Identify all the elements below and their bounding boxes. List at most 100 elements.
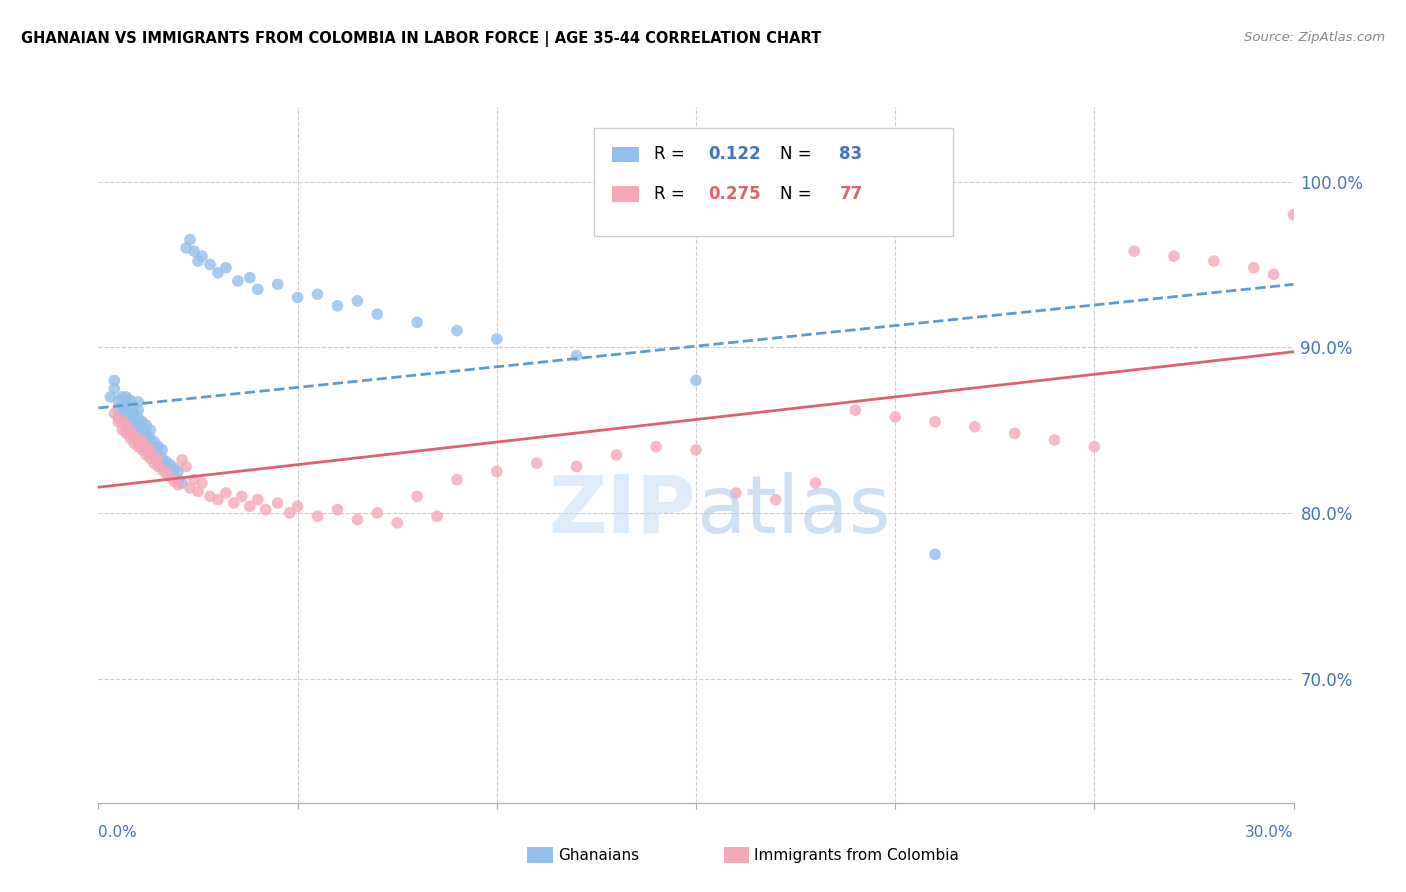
Point <box>163 461 186 475</box>
Point <box>150 463 173 477</box>
Point <box>172 476 194 491</box>
Point <box>127 419 149 434</box>
Bar <box>613 186 638 202</box>
Point <box>120 423 142 437</box>
Point <box>174 459 197 474</box>
Text: GHANAIAN VS IMMIGRANTS FROM COLOMBIA IN LABOR FORCE | AGE 35-44 CORRELATION CHAR: GHANAIAN VS IMMIGRANTS FROM COLOMBIA IN … <box>21 31 821 47</box>
Point <box>1322 224 1344 238</box>
Text: 30.0%: 30.0% <box>1246 825 1294 840</box>
Point <box>765 492 787 507</box>
Point <box>115 407 138 421</box>
Point <box>131 415 153 429</box>
Text: Immigrants from Colombia: Immigrants from Colombia <box>754 848 959 863</box>
Point <box>115 426 138 441</box>
Point <box>924 415 946 429</box>
Text: Ghanaians: Ghanaians <box>558 848 640 863</box>
Point <box>246 282 269 296</box>
FancyBboxPatch shape <box>595 128 953 235</box>
Point <box>148 440 170 454</box>
Point <box>1362 233 1385 247</box>
Point <box>107 415 129 429</box>
Point <box>131 431 153 445</box>
Point <box>163 475 186 489</box>
Point <box>565 349 588 363</box>
Point <box>287 291 309 305</box>
Point <box>150 451 173 466</box>
Point <box>120 431 142 445</box>
Point <box>159 469 181 483</box>
Point <box>222 496 245 510</box>
Point <box>131 434 153 449</box>
Point <box>278 506 301 520</box>
Point <box>1243 260 1265 275</box>
Point <box>127 403 149 417</box>
Point <box>120 401 142 416</box>
Point <box>115 423 138 437</box>
Point <box>215 486 238 500</box>
Point <box>135 418 157 433</box>
Point <box>326 299 349 313</box>
Point <box>115 390 138 404</box>
Text: 77: 77 <box>839 185 863 203</box>
Point <box>120 418 142 433</box>
Point <box>485 332 508 346</box>
Point <box>167 477 190 491</box>
Point <box>1302 216 1324 230</box>
Point <box>159 458 181 472</box>
Point <box>124 436 146 450</box>
Point <box>111 407 134 421</box>
Point <box>844 403 866 417</box>
Point <box>100 390 122 404</box>
Point <box>1083 440 1105 454</box>
Point <box>143 451 166 466</box>
Point <box>111 398 134 412</box>
Point <box>183 244 205 259</box>
Point <box>131 440 153 454</box>
Point <box>1402 697 1406 711</box>
Point <box>346 512 368 526</box>
Point <box>426 509 449 524</box>
Point <box>124 423 146 437</box>
Point <box>724 486 747 500</box>
Point <box>107 393 129 408</box>
Point <box>124 428 146 442</box>
Point <box>127 436 149 450</box>
Point <box>963 419 986 434</box>
Point <box>446 473 468 487</box>
Point <box>111 413 134 427</box>
Point <box>239 500 262 514</box>
Point <box>307 509 329 524</box>
Point <box>150 442 173 457</box>
Point <box>207 266 229 280</box>
Point <box>366 307 388 321</box>
Point <box>139 451 162 466</box>
Point <box>143 434 166 449</box>
Point <box>1282 208 1305 222</box>
Point <box>406 489 429 503</box>
Point <box>1202 254 1225 268</box>
Point <box>131 442 153 457</box>
Text: Source: ZipAtlas.com: Source: ZipAtlas.com <box>1244 31 1385 45</box>
Point <box>287 500 309 514</box>
Point <box>406 315 429 329</box>
Point <box>385 516 409 530</box>
Point <box>107 409 129 424</box>
Point <box>1163 249 1185 263</box>
Point <box>103 407 125 421</box>
Point <box>115 398 138 412</box>
Point <box>111 415 134 429</box>
Point <box>174 241 197 255</box>
Text: N =: N = <box>779 145 817 163</box>
Point <box>135 442 157 457</box>
Point <box>215 260 238 275</box>
Text: N =: N = <box>779 185 817 203</box>
Point <box>103 373 125 387</box>
Point <box>254 502 277 516</box>
Point <box>485 465 508 479</box>
Point <box>172 453 194 467</box>
Point <box>148 451 170 466</box>
Point <box>179 233 201 247</box>
Point <box>267 496 290 510</box>
Point <box>246 492 269 507</box>
Point <box>167 465 190 479</box>
